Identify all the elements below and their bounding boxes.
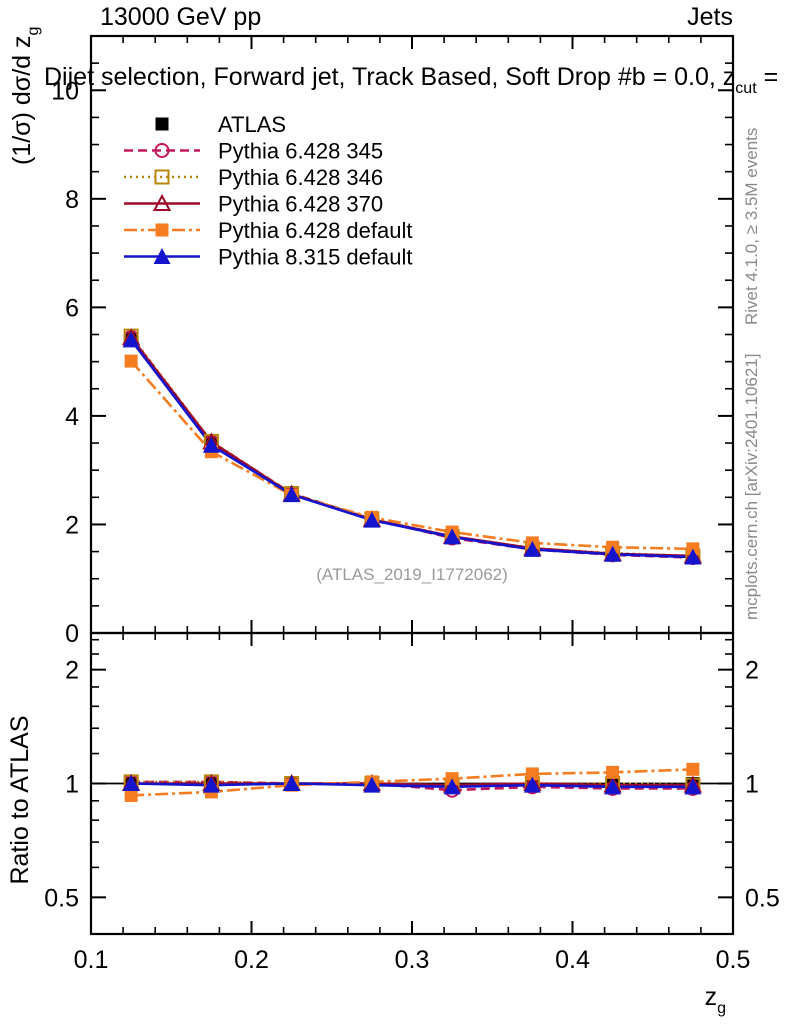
legend-marker-atlas [155,117,169,131]
legend-entry-py8_def[interactable]: Pythia 8.315 default [124,245,412,270]
ratio-line-py6_def [131,768,693,797]
main-y-axis-tick-label: 2 [65,511,79,539]
analysis-watermark: (ATLAS_2019_I1772062) [316,565,508,584]
x-axis-tick-label: 0.4 [555,946,590,974]
ratio-marker-py6_def [686,762,700,776]
main-y-axis-label: (1/σ) dσ/d zg [8,27,42,165]
main-marker-py8_def [684,548,702,565]
main-marker-py6_def [124,354,138,368]
ratio-marker-py6_def [606,765,620,779]
side-text-mcplots: mcplots.cern.ch [arXiv:2401.10621] [742,354,761,620]
ratio-y-axis-tick-label: 1 [65,771,79,799]
ratio-line-py6_346 [131,780,693,787]
legend-label-atlas: ATLAS [218,112,286,137]
main-marker-py8_def [202,436,220,453]
ratio-marker-py8_def [684,778,702,795]
header-left-energy: 13000 GeV pp [100,3,261,31]
main-marker-py8_def [363,511,381,528]
x-axis-tick-label: 0.5 [716,946,751,974]
main-marker-py8_def [523,540,541,557]
legend-label-py8_def: Pythia 8.315 default [218,245,412,270]
side-text-rivet: Rivet 4.1.0, ≥ 3.5M events [742,128,761,325]
main-marker-py8_def [443,528,461,545]
ratio-marker-py8_def [443,778,461,795]
ratio-line-py8_def [131,782,693,789]
legend-label-py6_346: Pythia 6.428 346 [218,165,383,190]
ratio-marker-py8_def [604,778,622,795]
x-axis-label: zg [705,983,726,1017]
legend-entry-py6_345[interactable]: Pythia 6.428 345 [124,139,383,164]
legend-entry-py6_def[interactable]: Pythia 6.428 default [124,218,412,243]
ratio-marker-py8_def [122,775,140,791]
legend-label-py6_345: Pythia 6.428 345 [218,139,383,164]
ratio-y-axis-tick-label: 0.5 [44,884,79,912]
ratio-y-axis-label: Ratio to ATLAS [6,715,34,884]
ratio-marker-py8_def [202,776,220,793]
ratio-y-axis-tick-label-right: 0.5 [745,884,780,912]
plot-title: Dijet selection, Forward jet, Track Base… [44,63,786,97]
main-y-axis-tick-label: 0 [65,620,79,648]
ratio-line-py6_370 [131,782,693,787]
main-y-axis-tick-label: 4 [65,403,79,431]
main-y-axis-tick-label: 6 [65,294,79,322]
legend-marker-py8_def [153,248,171,264]
legend-marker-py6_346 [154,169,170,185]
ratio-y-axis-tick-label-right: 2 [745,657,759,685]
legend-label-py6_370: Pythia 6.428 370 [218,192,383,217]
main-marker-py8_def [122,331,140,348]
legend-marker-py6_370 [152,193,172,211]
main-y-axis-tick-label: 8 [65,186,79,214]
legend-marker-py6_def [155,223,169,237]
x-axis-tick-label: 0.1 [74,946,109,974]
legend-entry-atlas[interactable]: ATLAS [155,112,287,137]
legend-marker-py6_345 [154,143,170,158]
main-line-py8_def [130,339,693,559]
plot-title-text: Dijet selection, Forward jet, Track Base… [44,63,786,97]
main-y-axis-tick-label: 10 [51,77,79,105]
main-y-axis-label-text: (1/σ) dσ/d zg [8,27,42,165]
legend-entry-py6_346[interactable]: Pythia 6.428 346 [124,165,383,190]
ratio-marker-py6_def [124,788,138,802]
main-marker-py8_def [604,545,622,562]
x-axis-tick-label: 0.2 [234,946,269,974]
header-right-category: Jets [687,3,733,31]
legend-entry-py6_370[interactable]: Pythia 6.428 370 [124,192,383,217]
main-line-py6_def [130,360,693,551]
ratio-y-axis-tick-label-right: 1 [745,771,759,799]
ratio-y-axis-tick-label: 2 [65,657,79,685]
ratio-marker-py8_def [363,776,381,793]
legend-label-py6_def: Pythia 6.428 default [218,218,412,243]
ratio-marker-py8_def [523,776,541,793]
ratio-marker-py8_def [283,775,301,791]
main-panel-frame [89,34,735,635]
main-marker-py8_def [283,486,301,503]
x-axis-tick-label: 0.3 [395,946,430,974]
ratio-marker-py6_def [525,767,539,781]
